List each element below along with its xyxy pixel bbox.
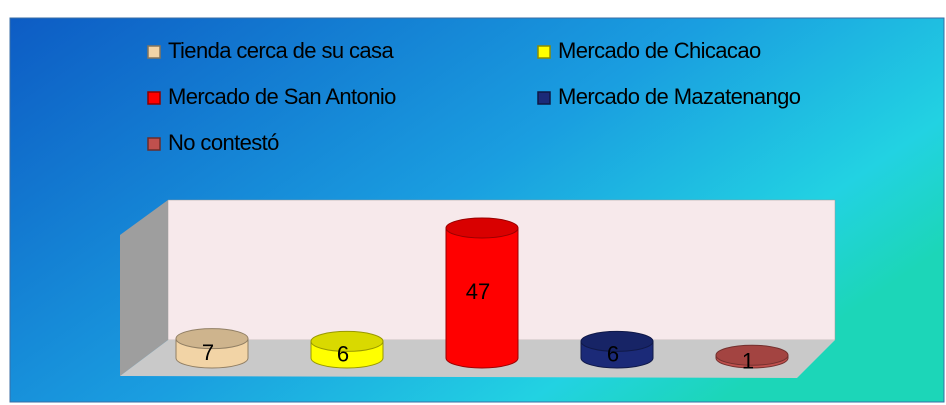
legend-swatch: [537, 45, 551, 59]
cylinder-top: [445, 217, 519, 239]
legend-label: Mercado de Chicacao: [558, 38, 761, 63]
data-label: 6: [337, 342, 349, 367]
legend-swatch: [537, 91, 551, 105]
cylinder: [715, 344, 789, 369]
data-label: 7: [202, 340, 214, 365]
cylinder: [445, 217, 519, 369]
legend-swatch: [147, 45, 161, 59]
legend-label: Tienda cerca de su casa: [168, 38, 394, 63]
legend-swatch: [147, 91, 161, 105]
data-label: 6: [607, 342, 619, 367]
cylinder-top: [715, 344, 789, 366]
cylinder-top: [310, 330, 384, 352]
data-label: 1: [742, 348, 754, 373]
legend-label: No contestó: [168, 130, 279, 155]
legend-label: Mercado de Mazatenango: [558, 84, 801, 109]
side-wall: [120, 200, 168, 376]
legend-label: Mercado de San Antonio: [168, 84, 396, 109]
data-label: 47: [466, 279, 490, 304]
legend-swatch: [147, 137, 161, 151]
cylinder: [175, 328, 249, 369]
cylinder-top: [580, 330, 654, 352]
cylinder: [310, 330, 384, 369]
cylinder-top: [175, 328, 249, 350]
cylinder-body: [445, 227, 519, 369]
cylinder: [580, 330, 654, 369]
